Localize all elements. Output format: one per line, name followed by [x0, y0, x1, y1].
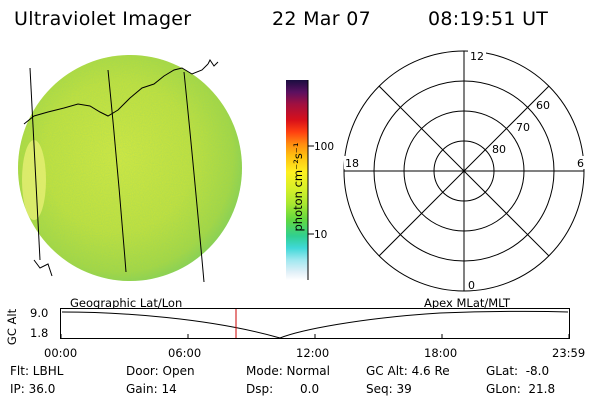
- mlt-label-18: 18: [345, 157, 359, 170]
- gain-info: Gain: 14: [126, 382, 177, 396]
- color-scale-bar: [286, 80, 308, 280]
- meridian-line: [29, 67, 41, 261]
- glon-info: GLon: 21.8: [486, 382, 556, 396]
- colorbar-tick-10: 10: [314, 229, 327, 241]
- filter-info: Flt: LBHL: [10, 364, 64, 378]
- timeline-right-title: Apex MLat/MLT: [424, 296, 511, 310]
- date-label: 22 Mar 07: [272, 8, 371, 30]
- mlt-label-12: 12: [470, 50, 484, 63]
- glat-info: GLat: -8.0: [486, 364, 550, 378]
- gc-alt-info: GC Alt: 4.6 Re: [366, 364, 450, 378]
- timeline-tick-4: 23:59: [552, 346, 586, 360]
- bright-limb: [22, 140, 46, 220]
- timeline-left-title: Geographic Lat/Lon: [70, 296, 183, 310]
- instrument-title: Ultraviolet Imager: [14, 8, 192, 30]
- timeline-tick-0: 00:00: [44, 346, 78, 360]
- seq-info: Seq: 39: [366, 382, 412, 396]
- dsp-label: Dsp:: [246, 382, 274, 396]
- earth-texture: [18, 55, 242, 281]
- timeline-ybottom: 1.8: [30, 326, 49, 340]
- coastline: [207, 59, 219, 67]
- colorbar-label: photon cm⁻²s⁻¹: [291, 142, 305, 232]
- altitude-timeline: [60, 308, 570, 339]
- mlt-polar-plot: 12 18 6 0 60 70 80: [343, 48, 588, 292]
- altitude-curve: [61, 310, 569, 339]
- mode-info: Mode: Normal: [246, 364, 330, 378]
- timeline-ylabel: GC Alt: [5, 308, 20, 346]
- coastline: [33, 259, 53, 277]
- polar-diagonal: [378, 85, 550, 257]
- timeline-frame: [60, 308, 570, 339]
- mlt-label-0: 0: [468, 279, 475, 292]
- timeline-ytop: 9.0: [30, 306, 49, 320]
- timeline-tick-1: 06:00: [168, 346, 202, 360]
- timeline-tick-3: 18:00: [424, 346, 458, 360]
- mlt-label-6: 6: [577, 157, 584, 170]
- uv-earth-image: [18, 55, 242, 283]
- door-info: Door: Open: [126, 364, 195, 378]
- colorbar-axis: 100 10: [307, 80, 334, 280]
- colorbar-tick-100: 100: [314, 141, 334, 153]
- lat-label-80: 80: [492, 143, 506, 156]
- ip-info: IP: 36.0: [10, 382, 56, 396]
- timeline-tick-2: 12:00: [296, 346, 330, 360]
- title-bar: Ultraviolet Imager 22 Mar 07 08:19:51 UT: [0, 4, 600, 34]
- dsp-value: 0.0: [300, 382, 320, 396]
- meridian-line: [107, 69, 127, 273]
- lat-label-70: 70: [516, 121, 530, 134]
- time-label: 08:19:51 UT: [428, 8, 549, 30]
- lat-label-60: 60: [536, 99, 550, 112]
- meridian-line: [183, 71, 205, 283]
- coastline: [23, 63, 209, 125]
